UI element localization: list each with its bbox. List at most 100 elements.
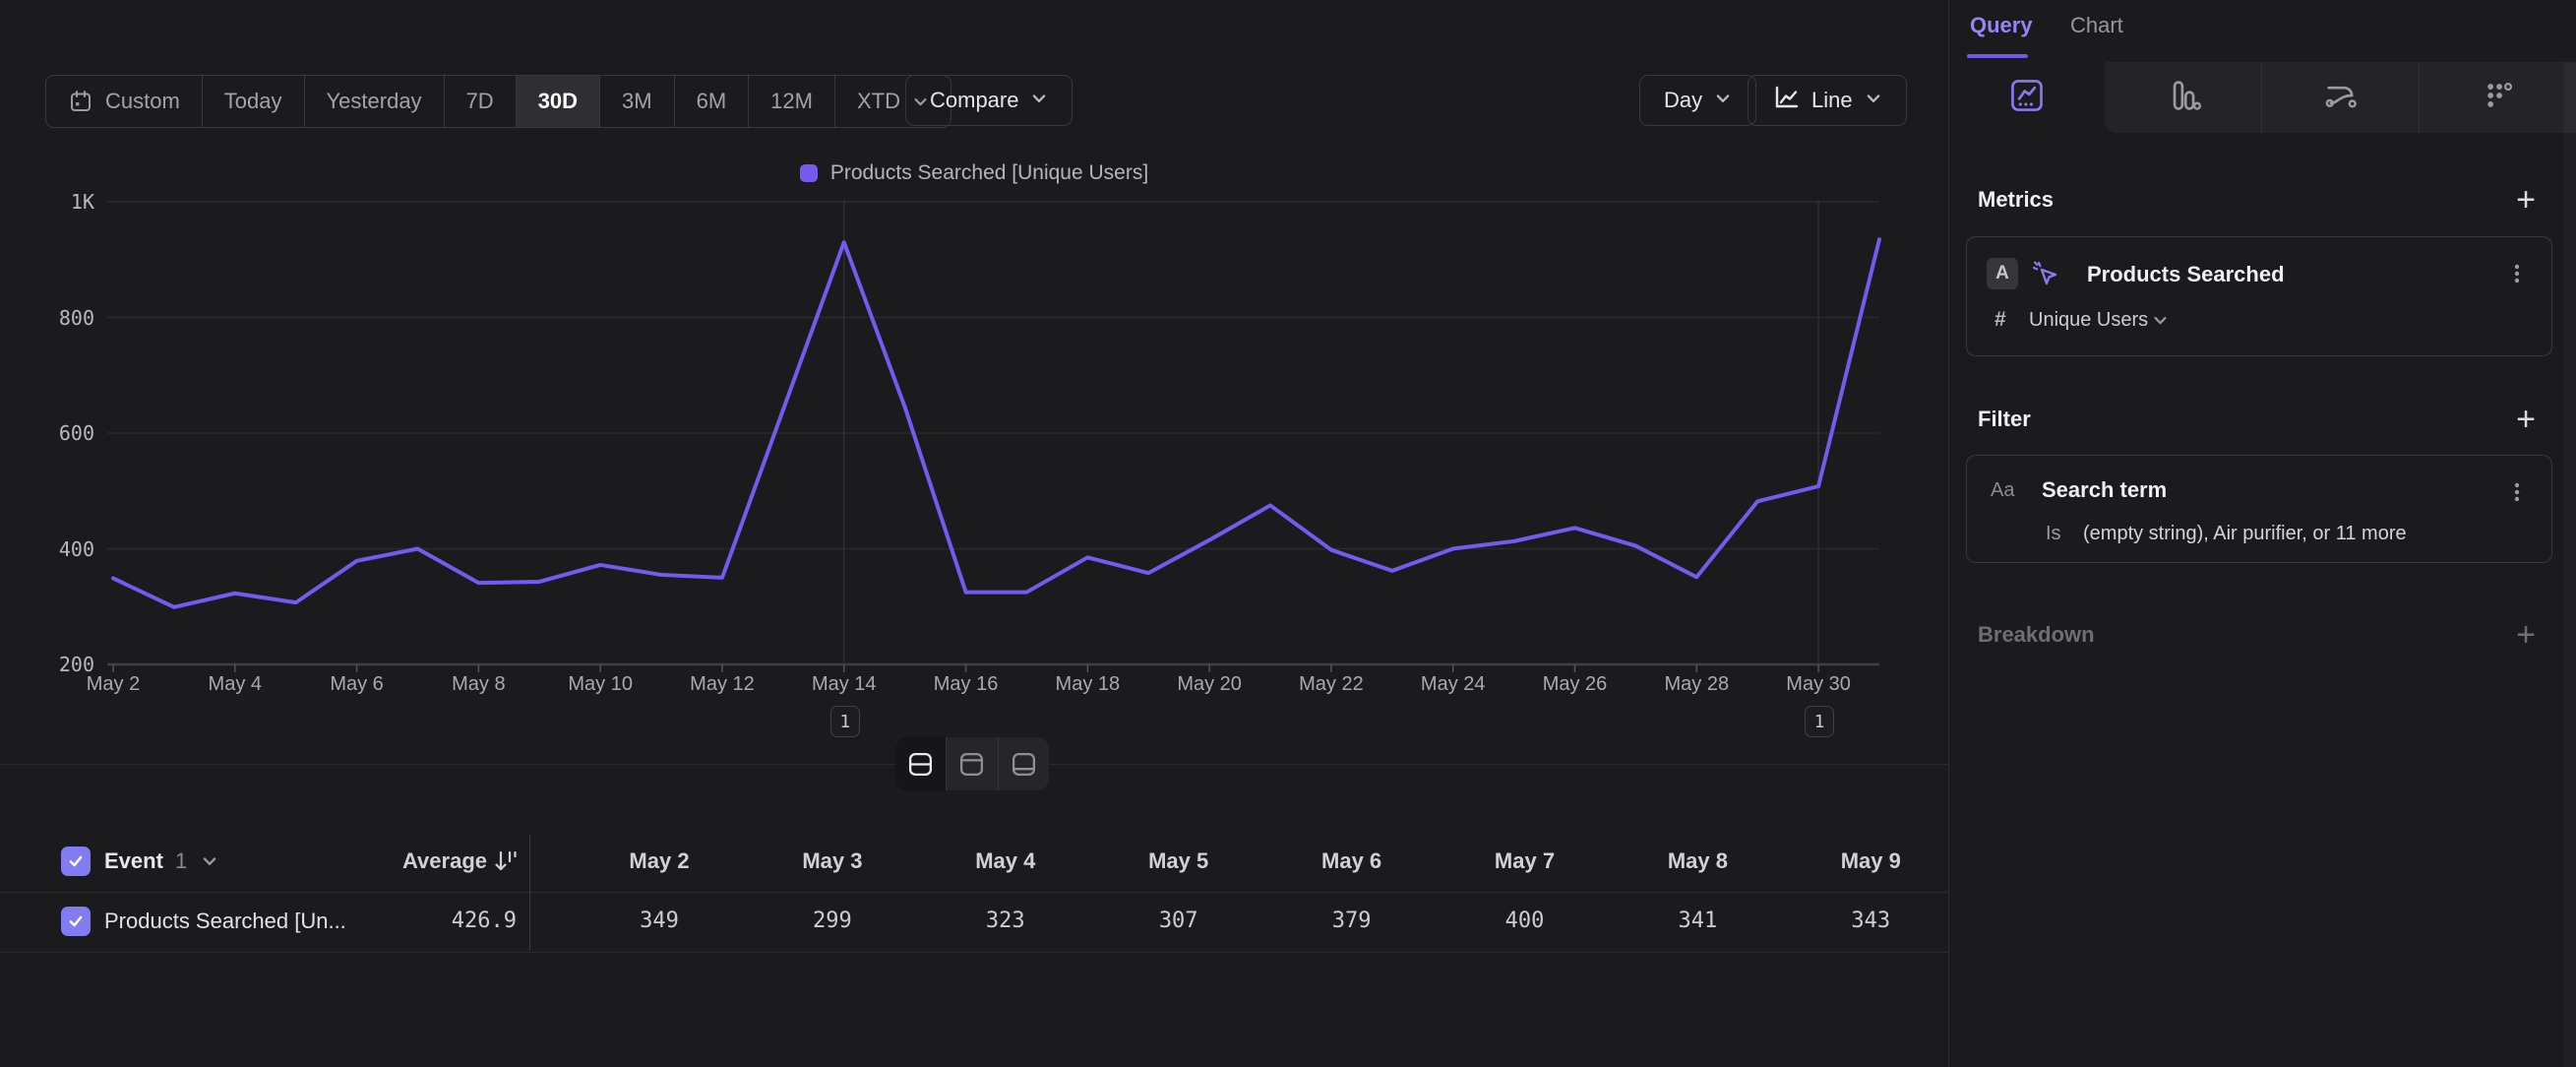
report-type-funnels[interactable] — [2105, 62, 2261, 133]
date-cell-value: 379 — [1265, 909, 1439, 933]
annotation-badge-may-14[interactable]: 1 — [830, 706, 860, 737]
chevron-down-icon — [2152, 312, 2169, 334]
active-tab-underline — [1967, 54, 2028, 58]
date-column-header: May 7 — [1439, 848, 1612, 874]
chart-legend: Products Searched [Unique Users] — [0, 161, 1948, 185]
range-12m[interactable]: 12M — [748, 76, 834, 127]
metric-card[interactable]: A Products Searched # Unique Users — [1966, 236, 2552, 356]
date-cell-value: 400 — [1439, 909, 1612, 933]
x-axis-tick-label: May 12 — [668, 673, 776, 696]
chart-type-button[interactable]: Line — [1748, 75, 1907, 126]
compare-label: Compare — [930, 88, 1018, 113]
table-column-divider — [529, 834, 530, 951]
filter-kebab-menu[interactable] — [2502, 477, 2532, 507]
line-chart-icon — [1772, 84, 1800, 117]
range-label: 6M — [697, 89, 727, 114]
table-row[interactable]: Products Searched [Un... 426.9 349299323… — [0, 892, 1948, 953]
x-axis-tick-label: May 20 — [1155, 673, 1263, 696]
layout-table-only-button[interactable] — [998, 737, 1049, 790]
funnels-icon — [2165, 77, 2202, 119]
insights-icon — [2008, 77, 2046, 119]
chevron-down-icon[interactable] — [201, 852, 218, 875]
report-type-retention[interactable] — [2419, 62, 2576, 133]
y-axis-tick-label: 800 — [28, 306, 94, 330]
range-label: Today — [224, 89, 282, 114]
range-yesterday[interactable]: Yesterday — [304, 76, 444, 127]
x-axis-tick-label: May 24 — [1399, 673, 1507, 696]
range-30d[interactable]: 30D — [516, 76, 599, 127]
layout-split-view-button[interactable] — [895, 737, 946, 790]
x-axis-tick-label: May 18 — [1033, 673, 1141, 696]
date-cell-value: 307 — [1092, 909, 1265, 933]
tab-query[interactable]: Query — [1970, 13, 2033, 38]
filter-operator[interactable]: Is — [2046, 523, 2061, 545]
legend-item[interactable]: Products Searched [Unique Users] — [800, 161, 1148, 185]
y-axis-tick-label: 400 — [28, 537, 94, 561]
annotation-badge-may-30[interactable]: 1 — [1805, 706, 1834, 737]
chevron-down-icon — [1865, 88, 1882, 113]
date-column-header: May 2 — [573, 848, 746, 874]
row-average-value: 426.9 — [276, 909, 517, 933]
report-type-flows[interactable] — [2261, 62, 2419, 133]
x-axis-tick-label: May 10 — [546, 673, 654, 696]
legend-swatch — [800, 164, 818, 182]
filter-heading: Filter — [1978, 407, 2031, 432]
measure-prefix: # — [1994, 308, 2006, 332]
date-range-segmented-control: CustomTodayYesterday7D30D3M6M12MXTD — [45, 75, 951, 128]
x-axis-tick-label: May 16 — [912, 673, 1020, 696]
date-cell-value: 323 — [919, 909, 1092, 933]
event-column-header: Event — [104, 848, 163, 874]
date-column-header: May 9 — [1784, 848, 1957, 874]
date-column-header: May 3 — [746, 848, 919, 874]
report-type-insights[interactable] — [1948, 62, 2105, 133]
range-today[interactable]: Today — [202, 76, 304, 127]
range-label: Custom — [105, 89, 180, 114]
panel-scrollbar-gutter-top — [2563, 62, 2576, 133]
date-column-header: May 4 — [919, 848, 1092, 874]
table-only-icon — [1011, 751, 1037, 778]
date-column-header: May 8 — [1611, 848, 1784, 874]
add-breakdown-button[interactable]: + — [2509, 618, 2543, 652]
filter-name: Search term — [2042, 477, 2167, 503]
split-view-icon — [907, 751, 934, 778]
metric-name: Products Searched — [2087, 262, 2285, 287]
compare-button[interactable]: Compare — [905, 75, 1073, 126]
granularity-button[interactable]: Day — [1639, 75, 1756, 126]
x-axis-tick-label: May 2 — [59, 673, 167, 696]
tab-chart[interactable]: Chart — [2070, 13, 2123, 38]
chevron-down-icon — [1714, 88, 1732, 113]
x-axis-tick-label: May 30 — [1764, 673, 1872, 696]
range-6m[interactable]: 6M — [674, 76, 749, 127]
y-axis-tick-label: 600 — [28, 421, 94, 445]
range-label: 3M — [622, 89, 652, 114]
range-7d[interactable]: 7D — [444, 76, 516, 127]
panel-scrollbar-gutter[interactable] — [2563, 133, 2576, 1067]
x-axis-tick-label: May 26 — [1521, 673, 1629, 696]
date-column-header: May 6 — [1265, 848, 1439, 874]
row-checkbox[interactable] — [61, 907, 91, 936]
layout-chart-only-button[interactable] — [946, 737, 997, 790]
legend-label: Products Searched [Unique Users] — [830, 161, 1148, 185]
range-custom[interactable]: Custom — [46, 76, 202, 127]
average-column-header[interactable]: Average — [276, 848, 487, 874]
sort-descending-icon[interactable] — [492, 847, 520, 880]
select-all-checkbox[interactable] — [61, 847, 91, 876]
granularity-label: Day — [1664, 88, 1702, 113]
panel-divider — [1948, 0, 1949, 1067]
range-3m[interactable]: 3M — [599, 76, 674, 127]
filter-value[interactable]: (empty string), Air purifier, or 11 more — [2083, 523, 2407, 545]
report-type-strip — [2105, 62, 2576, 133]
filter-type-badge: Aa — [1991, 479, 2014, 502]
range-label: 7D — [466, 89, 494, 114]
date-column-header: May 5 — [1092, 848, 1265, 874]
add-metric-button[interactable]: + — [2509, 183, 2543, 217]
metric-kebab-menu[interactable] — [2502, 259, 2532, 288]
chart-only-icon — [958, 751, 985, 778]
flows-icon — [2322, 77, 2360, 119]
add-filter-button[interactable]: + — [2509, 403, 2543, 436]
date-cell-value: 341 — [1611, 909, 1784, 933]
filter-card[interactable]: Aa Search term Is (empty string), Air pu… — [1966, 455, 2552, 563]
metric-letter-badge: A — [1987, 258, 2018, 289]
measure-selector[interactable]: Unique Users — [2029, 309, 2148, 332]
event-count: 1 — [175, 848, 187, 874]
